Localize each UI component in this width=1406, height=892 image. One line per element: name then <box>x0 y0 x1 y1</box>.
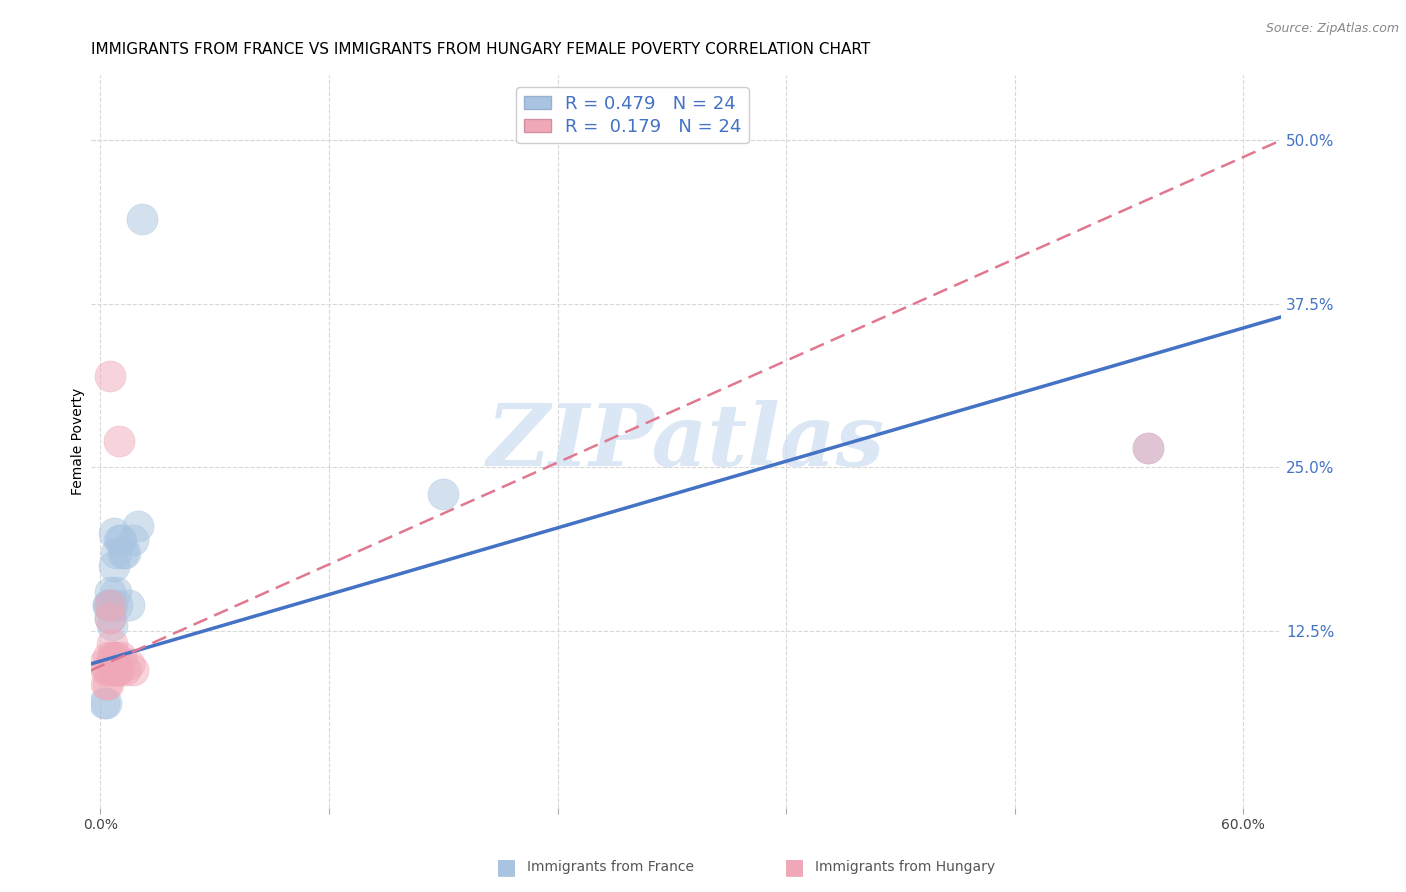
Point <box>97 598 120 612</box>
Point <box>98 598 121 612</box>
Point <box>110 650 132 665</box>
Point <box>114 664 136 678</box>
Text: Immigrants from Hungary: Immigrants from Hungary <box>815 860 995 874</box>
Point <box>100 637 122 651</box>
Point <box>104 664 127 678</box>
Point <box>104 546 127 560</box>
Point <box>108 533 131 547</box>
Point <box>121 664 143 678</box>
Point <box>94 676 117 690</box>
Point <box>100 650 122 665</box>
Point <box>97 598 120 612</box>
Point <box>103 525 125 540</box>
Y-axis label: Female Poverty: Female Poverty <box>72 388 86 495</box>
Point <box>97 676 120 690</box>
Point <box>100 617 122 632</box>
Point <box>1137 441 1160 455</box>
Point <box>108 664 131 678</box>
Point <box>107 664 129 678</box>
Point <box>94 664 117 678</box>
Point <box>100 664 122 678</box>
Point <box>98 611 121 625</box>
Point <box>103 650 125 665</box>
Point <box>93 696 115 710</box>
Point <box>108 434 131 449</box>
Point <box>98 585 121 599</box>
Point <box>127 519 149 533</box>
Point <box>104 585 127 599</box>
Text: Source: ZipAtlas.com: Source: ZipAtlas.com <box>1265 22 1399 36</box>
Point <box>118 657 141 671</box>
Text: ■: ■ <box>496 857 516 877</box>
Point <box>97 650 120 665</box>
Point <box>432 486 454 500</box>
Point <box>104 650 127 665</box>
Point <box>103 657 125 671</box>
Point <box>112 546 135 560</box>
Legend: R = 0.479   N = 24, R =  0.179   N = 24: R = 0.479 N = 24, R = 0.179 N = 24 <box>516 87 748 143</box>
Point <box>98 368 121 383</box>
Point <box>110 533 132 547</box>
Point <box>131 211 153 226</box>
Point <box>1137 441 1160 455</box>
Point <box>103 558 125 573</box>
Text: ■: ■ <box>785 857 804 877</box>
Point <box>98 611 121 625</box>
Point <box>94 696 117 710</box>
Text: ZIPatlas: ZIPatlas <box>486 400 886 483</box>
Point <box>118 598 141 612</box>
Text: IMMIGRANTS FROM FRANCE VS IMMIGRANTS FROM HUNGARY FEMALE POVERTY CORRELATION CHA: IMMIGRANTS FROM FRANCE VS IMMIGRANTS FRO… <box>91 42 870 57</box>
Point <box>114 546 136 560</box>
Point <box>121 533 143 547</box>
Point <box>100 598 122 612</box>
Point <box>98 598 121 612</box>
Point <box>97 664 120 678</box>
Point <box>107 598 129 612</box>
Text: Immigrants from France: Immigrants from France <box>527 860 695 874</box>
Point <box>93 657 115 671</box>
